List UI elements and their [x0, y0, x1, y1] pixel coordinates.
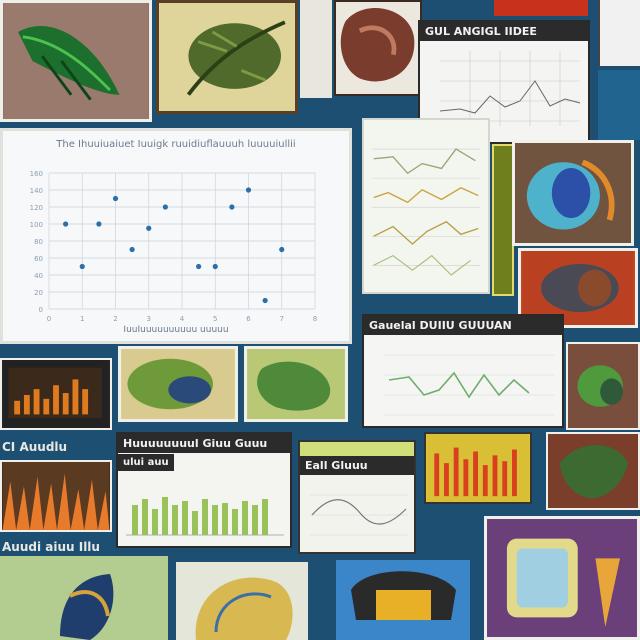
bar-chart-card-title: Huuuuuuuul Giuu Guuu	[118, 434, 290, 453]
green-map-icon	[121, 349, 235, 419]
wave-chart-card-title: Gauelal DUIIU GUUUAN	[364, 316, 562, 335]
scatter-chart-title: The Ihuuiuaiuet Iuuigk ruuidiuflauuuh lu…	[56, 139, 296, 150]
green-map-illustration-tile	[118, 346, 238, 422]
blue-bird-illustration-tile	[0, 556, 168, 640]
wave-panel-title: Eall Gluuu	[300, 456, 414, 475]
multi-line-chart-graphic	[371, 148, 481, 276]
wave-panel-graphic	[310, 494, 408, 536]
scatter-plot: 0 20 40 60 80 100 120 140 160 0 1 2 3 4 5 6 7 8	[30, 170, 318, 323]
yellow-cube-render-tile	[484, 516, 640, 640]
y-tick-label: 140	[30, 187, 43, 195]
dark-cap-yellow-icon	[336, 560, 470, 640]
orange-bar-panel-tile	[0, 358, 112, 430]
fire-spikes-panel-tile	[0, 460, 112, 532]
yellow-red-bars-icon	[426, 434, 530, 502]
green-bird-icon	[568, 344, 638, 428]
scatter-point	[63, 221, 69, 227]
blue-plumage-icon	[515, 143, 631, 243]
fern-illustration-tile	[156, 0, 298, 114]
y-tick-label: 100	[30, 221, 43, 229]
x-tick-label: 5	[213, 315, 217, 323]
blue-sidebar-tile	[598, 70, 640, 140]
green-fern-icon	[159, 3, 295, 111]
y-tick-label: 20	[34, 289, 43, 297]
y-tick-label: 0	[39, 306, 43, 314]
orange-bars-icon	[2, 360, 110, 428]
scatter-point	[129, 246, 135, 253]
bar-chart-card: Huuuuuuuul Giuu Guuu ului auu	[116, 432, 292, 548]
scatter-point	[196, 263, 202, 270]
left-panel-label: CI Auudlu	[2, 440, 68, 454]
scatter-point	[112, 195, 119, 202]
green-leaf-icon	[3, 3, 149, 119]
scatter-point	[146, 225, 152, 231]
x-tick-label: 3	[147, 315, 151, 323]
x-tick-label: 7	[280, 315, 284, 323]
scatter-point	[162, 204, 168, 210]
green-bird-illustration-tile	[566, 342, 640, 430]
scatter-chart-xlabel: IuuIuuuuuuuuuu uuuuu	[123, 325, 229, 335]
wave-chart-card: Gauelal DUIIU GUUUAN	[362, 314, 564, 428]
line-chart-card-top: GUL ANGIGL IIDEE	[418, 20, 590, 144]
y-tick-label: 120	[30, 204, 43, 212]
multi-line-chart-card	[362, 118, 490, 294]
scatter-point	[212, 263, 218, 270]
green-blob-illustration-tile	[244, 346, 348, 422]
dark-cap-illustration-tile	[546, 432, 640, 510]
line-chart-card-top-title: GUL ANGIGL IIDEE	[420, 22, 588, 41]
scatter-point	[245, 187, 252, 193]
doc-page-tile	[598, 0, 640, 66]
bottom-left-label: Auudi aiuu Illu	[2, 540, 100, 554]
dark-cap-icon	[548, 434, 638, 508]
brown-hedgehog-icon	[522, 251, 634, 325]
blue-plumage-illustration-tile	[512, 140, 634, 246]
wave-panel-card: Eall Gluuu	[298, 440, 416, 554]
green-grid-strip-tile	[492, 144, 514, 296]
yellow-red-bars-tile	[424, 432, 532, 504]
yellow-shell-illustration-tile	[176, 562, 308, 640]
y-tick-label: 80	[34, 238, 43, 246]
red-strip-tile	[494, 0, 588, 16]
yellow-cube-illustration-tile	[336, 560, 470, 640]
brown-organ-icon	[336, 2, 420, 94]
x-tick-label: 8	[313, 315, 317, 323]
x-tick-label: 1	[80, 315, 84, 323]
blue-bird-icon	[0, 556, 168, 640]
x-tick-label: 4	[180, 315, 185, 323]
leaf-illustration-tile	[0, 0, 152, 122]
scatter-point	[96, 221, 102, 227]
green-blob-icon	[247, 349, 345, 419]
narrow-strip-tile	[300, 0, 332, 98]
bar-chart-card-subtitle: ului auu	[118, 454, 174, 471]
y-tick-label: 160	[30, 170, 43, 178]
scatter-point	[229, 204, 235, 210]
wave-chart-graphic	[384, 354, 554, 416]
x-tick-label: 6	[246, 315, 251, 323]
yellow-shell-icon	[176, 562, 308, 640]
fire-spikes-icon	[2, 462, 110, 530]
y-tick-label: 40	[34, 272, 43, 280]
wave-panel-accent	[300, 442, 414, 456]
x-tick-label: 0	[47, 315, 51, 323]
brown-organ-illustration-tile	[334, 0, 422, 96]
yellow-cube-icon	[487, 519, 637, 637]
x-tick-label: 2	[113, 315, 117, 323]
y-tick-label: 60	[34, 255, 43, 263]
scatter-point	[79, 263, 85, 270]
scatter-chart-card: The Ihuuiuaiuet Iuuigk ruuidiuflauuuh lu…	[0, 128, 352, 344]
bar-chart-graphic	[126, 497, 284, 536]
scatter-point	[279, 246, 285, 253]
scatter-point	[262, 297, 268, 304]
